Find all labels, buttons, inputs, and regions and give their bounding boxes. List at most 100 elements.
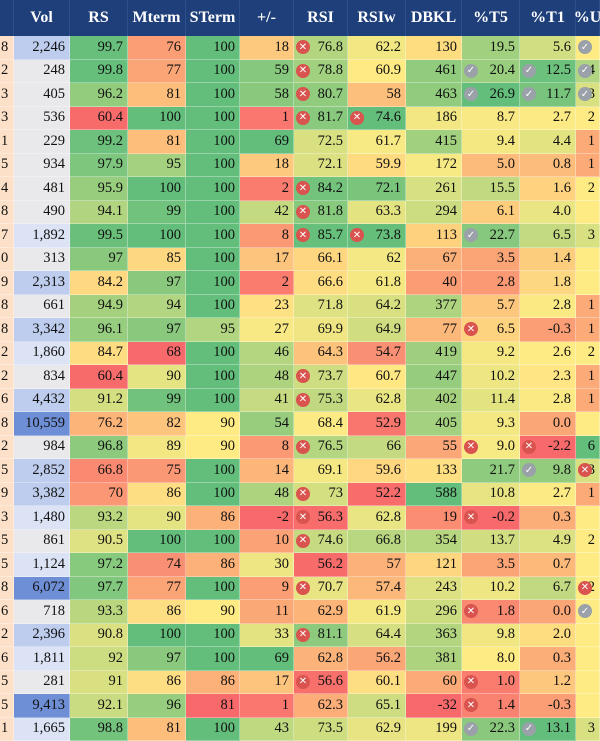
plus-minus-cell: 1: [240, 694, 294, 718]
rsi-cell: 76.5✕: [294, 436, 348, 460]
row-edge-cell: 5: [0, 553, 14, 577]
rsi-cell: 76.8✕: [294, 36, 348, 60]
pct-u-cell: 2: [576, 177, 600, 201]
mterm-cell: 97: [128, 271, 186, 295]
column-header-rsi[interactable]: RSI: [294, 0, 348, 36]
row-edge-cell: 3: [0, 506, 14, 530]
column-header-vol[interactable]: Vol: [14, 0, 70, 36]
check-mark-icon: ✓: [522, 722, 536, 736]
rsi-cell: 62.9: [294, 600, 348, 624]
rsiw-cell: 59.6: [348, 459, 406, 483]
cross-mark-icon: ✕: [296, 205, 310, 219]
pct-t1-cell: 6.7: [520, 577, 576, 601]
mterm-cell: 95: [128, 154, 186, 178]
rsi-cell: 62.3: [294, 694, 348, 718]
vol-cell: 9,413: [14, 694, 70, 718]
column-header-rs[interactable]: RS: [70, 0, 128, 36]
pct-t5-cell: 9.2: [462, 342, 520, 366]
rsi-cell: 72.1: [294, 154, 348, 178]
rsiw-cell: 64.9: [348, 318, 406, 342]
row-edge-cell: 2: [0, 60, 14, 84]
column-header-t5[interactable]: %T5: [462, 0, 520, 36]
sterm-cell: 90: [186, 412, 240, 436]
rsi-cell: 64.3: [294, 342, 348, 366]
sterm-cell: 100: [186, 177, 240, 201]
column-header-sterm[interactable]: STerm: [186, 0, 240, 36]
rs-cell: 92: [70, 647, 128, 671]
pct-t5-cell: 22.3✓: [462, 718, 520, 741]
column-header-rsiw[interactable]: RSIw: [348, 0, 406, 36]
rsi-cell: 80.7✕: [294, 83, 348, 107]
column-header-mterm[interactable]: Mterm: [128, 0, 186, 36]
dbkl-cell: 261: [406, 177, 462, 201]
rs-cell: 93.3: [70, 600, 128, 624]
sterm-cell: 90: [186, 600, 240, 624]
dbkl-cell: 133: [406, 459, 462, 483]
pct-u-cell: 2: [576, 530, 600, 554]
mterm-cell: 100: [128, 177, 186, 201]
sterm-cell: 100: [186, 36, 240, 60]
column-header-t1[interactable]: %T1: [520, 0, 576, 36]
pct-t5-cell: 10.8: [462, 483, 520, 507]
rsi-cell: 56.6✕: [294, 671, 348, 695]
rs-cell: 99.8: [70, 60, 128, 84]
vol-cell: 661: [14, 295, 70, 319]
header-edge: [0, 0, 14, 36]
sterm-cell: 100: [186, 718, 240, 741]
column-header-u[interactable]: %U: [576, 0, 600, 36]
pct-t5-cell: 1.8✕: [462, 600, 520, 624]
mterm-cell: 94: [128, 295, 186, 319]
pct-t5-cell: 3.5: [462, 553, 520, 577]
plus-minus-cell: 69: [240, 647, 294, 671]
pct-t5-cell: 20.4✓: [462, 60, 520, 84]
pct-t1-cell: 0.7: [520, 553, 576, 577]
vol-cell: 229: [14, 130, 70, 154]
dbkl-cell: 19: [406, 506, 462, 530]
rsi-cell: 70.7✕: [294, 577, 348, 601]
pct-t1-cell: 9.8✓: [520, 459, 576, 483]
column-header-dbkl[interactable]: DBKL: [406, 0, 462, 36]
pct-t1-cell: 2.6: [520, 342, 576, 366]
pct-u-cell: 1: [576, 154, 600, 178]
rs-cell: 97.7: [70, 577, 128, 601]
column-header-[interactable]: +/-: [240, 0, 294, 36]
rsiw-cell: 73.8✕: [348, 224, 406, 248]
rsiw-cell: 58: [348, 83, 406, 107]
rsiw-cell: 61.8: [348, 271, 406, 295]
sterm-cell: 100: [186, 483, 240, 507]
row-edge-cell: 2: [0, 365, 14, 389]
sterm-cell: 100: [186, 83, 240, 107]
